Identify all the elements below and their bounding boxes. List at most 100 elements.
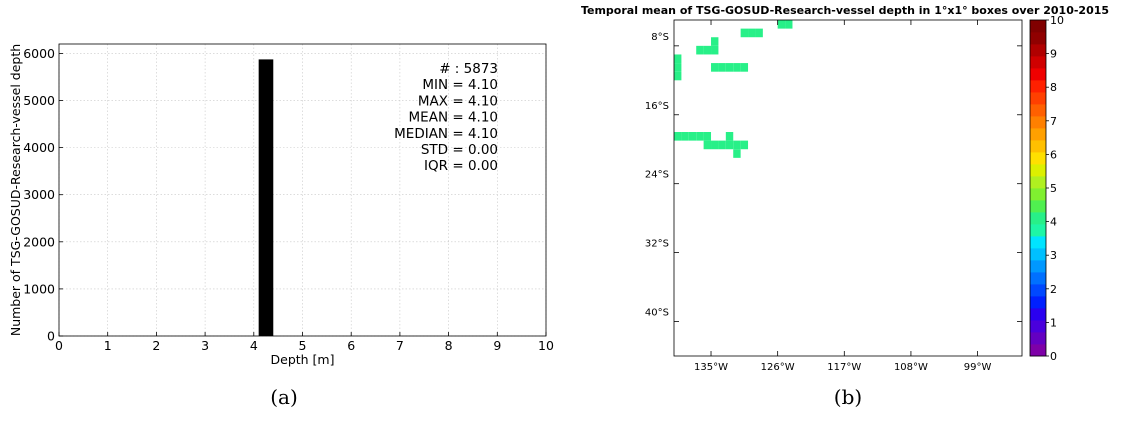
map-title: Temporal mean of TSG-GOSUD-Research-vess… (581, 4, 1109, 17)
stat-label: MIN = (422, 77, 468, 93)
lat-tick-label: 40°S (645, 308, 669, 319)
map-cell (674, 71, 682, 81)
lat-tick-label: 24°S (645, 170, 669, 181)
lon-tick-label: 126°W (761, 362, 795, 373)
stat-value: 4.10 (468, 93, 498, 109)
stat-value: 0.00 (468, 158, 498, 174)
lat-tick-label: 8°S (651, 32, 669, 43)
stat-line: MEAN = 4.10 (409, 110, 498, 126)
map-cell (725, 132, 734, 141)
x-tick-label: 10 (538, 338, 554, 353)
colorbar-segment (1030, 200, 1046, 213)
histogram-bar (258, 59, 274, 337)
stat-line: MAX = 4.10 (418, 93, 498, 109)
x-tick-label: 2 (152, 338, 160, 353)
histogram-y-ticks: 0 1000 2000 3000 4000 5000 6000 (23, 46, 63, 344)
stat-value: 5873 (464, 61, 498, 77)
lon-tick-label: 99°W (964, 362, 992, 373)
x-tick-label: 6 (347, 338, 355, 353)
stat-label: STD = (421, 142, 468, 158)
lon-tick-label: 135°W (694, 362, 728, 373)
stat-label: MEDIAN = (394, 126, 468, 142)
map-frame (673, 19, 1023, 357)
map-cell (740, 140, 749, 150)
map-cell (733, 63, 741, 72)
map-cell (681, 132, 689, 141)
colorbar-segment (1030, 296, 1046, 309)
lat-tick-label: 16°S (645, 101, 669, 112)
histogram-y-axis-label: Number of TSG-GOSUD-Research-vessel dept… (8, 44, 23, 336)
histogram-x-ticks: 0 1 2 3 4 5 6 7 8 9 10 (55, 332, 554, 353)
x-tick-label: 8 (445, 338, 453, 353)
colorbar-segment (1030, 128, 1046, 141)
map-cell (740, 63, 749, 72)
x-tick-label: 9 (493, 338, 501, 353)
lon-tick-label: 108°W (894, 362, 928, 373)
colorbar-segment (1030, 344, 1046, 357)
colorbar-segment (1030, 332, 1046, 345)
colorbar-segment (1030, 164, 1046, 177)
map-cell (711, 45, 719, 55)
colorbar-tick-label: 1 (1050, 316, 1057, 329)
y-tick-label: 3000 (23, 187, 55, 202)
colorbar: 0 1 2 3 4 5 6 7 8 9 10 (1029, 14, 1064, 363)
map-cell (674, 132, 682, 141)
colorbar-segment (1030, 248, 1046, 261)
map-grid-cells (674, 20, 793, 158)
colorbar-tick-label: 3 (1050, 249, 1057, 262)
x-tick-label: 4 (250, 338, 258, 353)
map-cell (703, 45, 712, 55)
colorbar-segment (1030, 80, 1046, 93)
y-tick-label: 5000 (23, 93, 55, 108)
y-tick-label: 1000 (23, 281, 55, 296)
map-cell (725, 140, 734, 150)
colorbar-segment (1030, 284, 1046, 297)
lat-tick-label: 32°S (645, 239, 669, 250)
colorbar-segment (1030, 224, 1046, 237)
stat-line: IQR = 0.00 (424, 158, 498, 174)
stat-value: 4.10 (468, 110, 498, 126)
map-cell (755, 28, 763, 38)
histogram-panel: 0 1 2 3 4 5 6 7 8 9 10 0 1000 2000 3000 4000 5000 6000 D… (8, 43, 554, 409)
colorbar-tick-label: 8 (1050, 81, 1057, 94)
stat-value: 0.00 (468, 142, 498, 158)
x-tick-label: 1 (104, 338, 112, 353)
stat-line: STD = 0.00 (421, 142, 498, 158)
map-cell (711, 140, 719, 150)
colorbar-tick-label: 2 (1050, 283, 1057, 296)
colorbar-segment (1030, 308, 1046, 321)
map-cell (733, 140, 741, 150)
colorbar-segment (1030, 236, 1046, 249)
panel-label-b: (b) (834, 385, 862, 409)
colorbar-segment (1030, 140, 1046, 153)
map-cell (748, 28, 756, 38)
y-tick-label: 4000 (23, 140, 55, 155)
colorbar-tick-label: 10 (1050, 14, 1064, 27)
map-cell (703, 132, 712, 141)
colorbar-segment (1030, 32, 1046, 45)
colorbar-tick-label: 9 (1050, 48, 1057, 61)
histogram-x-axis-label: Depth [m] (271, 352, 335, 367)
colorbar-segment (1030, 212, 1046, 225)
map-panel: Temporal mean of TSG-GOSUD-Research-vess… (581, 4, 1109, 409)
map-cell (674, 54, 682, 64)
colorbar-segment (1030, 152, 1046, 165)
colorbar-segment (1030, 104, 1046, 117)
stat-line: MIN = 4.10 (422, 77, 498, 93)
y-tick-label: 6000 (23, 46, 55, 61)
map-longitude-ticks: 135°W 126°W 117°W 108°W 99°W (694, 20, 991, 373)
map-cell (688, 132, 697, 141)
map-cell (785, 20, 793, 29)
lon-tick-label: 117°W (827, 362, 861, 373)
colorbar-segment (1030, 176, 1046, 189)
stat-label: MAX = (418, 93, 468, 109)
stat-label: MEAN = (409, 110, 468, 126)
map-cell (711, 37, 719, 46)
colorbar-segment (1030, 320, 1046, 333)
y-tick-label: 0 (47, 329, 55, 344)
colorbar-segment (1030, 92, 1046, 105)
colorbar-segment (1030, 44, 1046, 57)
map-cell (718, 140, 726, 150)
